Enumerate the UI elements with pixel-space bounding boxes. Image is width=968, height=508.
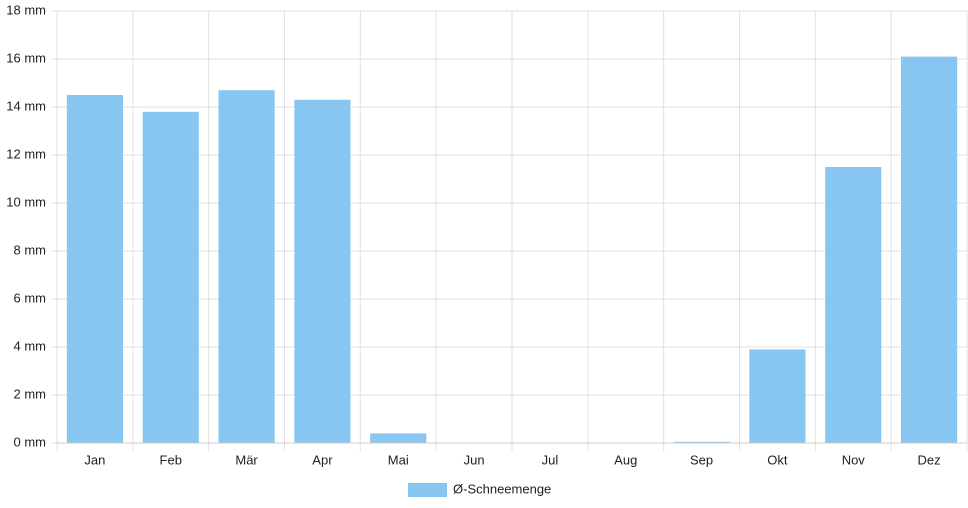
x-tick-label: Mai — [388, 452, 409, 467]
bar — [66, 95, 123, 443]
x-tick-label: Sep — [690, 452, 713, 467]
y-tick-label: 10 mm — [6, 194, 46, 209]
x-tick-label: Okt — [767, 452, 788, 467]
bar — [901, 56, 958, 443]
y-tick-label: 12 mm — [6, 146, 46, 161]
x-tick-label: Dez — [918, 452, 941, 467]
bar — [294, 99, 351, 444]
y-tick-label: 18 mm — [6, 2, 46, 17]
y-tick-label: 8 mm — [14, 242, 47, 257]
y-tick-label: 0 mm — [14, 434, 47, 449]
x-tick-label: Nov — [842, 452, 866, 467]
y-tick-label: 14 mm — [6, 98, 46, 113]
x-tick-label: Jul — [542, 452, 559, 467]
bar — [142, 111, 199, 444]
bar — [673, 441, 730, 443]
y-tick-label: 16 mm — [6, 50, 46, 65]
bar — [825, 167, 882, 443]
x-tick-label: Mär — [235, 452, 258, 467]
bar — [218, 90, 275, 443]
y-tick-label: 2 mm — [14, 386, 47, 401]
y-tick-label: 6 mm — [14, 290, 47, 305]
legend-label: Ø-Schneemenge — [453, 481, 551, 496]
x-tick-label: Jun — [464, 452, 485, 467]
bar — [749, 349, 806, 443]
x-tick-label: Aug — [614, 452, 637, 467]
y-tick-label: 4 mm — [14, 338, 47, 353]
x-tick-label: Apr — [312, 452, 333, 467]
x-tick-label: Jan — [84, 452, 105, 467]
bar — [370, 433, 427, 443]
legend-swatch — [408, 483, 447, 497]
x-tick-label: Feb — [160, 452, 182, 467]
